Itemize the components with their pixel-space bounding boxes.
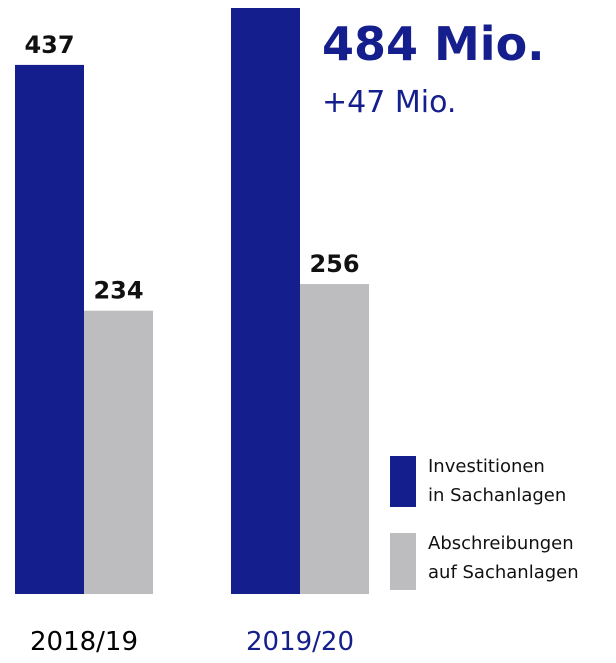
bar: [300, 284, 369, 594]
data-label: 256: [309, 250, 359, 278]
legend-swatch: [390, 456, 416, 507]
annotation: +47 Mio.: [322, 85, 456, 120]
legend-label: Abschreibungen auf Sachanlagen: [428, 533, 579, 583]
bar: [231, 8, 300, 594]
headline-value: 484 Mio.: [322, 17, 545, 71]
bar: [84, 310, 153, 594]
x-tick-label: 2019/20: [246, 627, 354, 657]
legend-label: Investitionen in Sachanlagen: [428, 456, 567, 506]
legend-swatch: [390, 533, 416, 590]
data-label: 234: [93, 277, 143, 305]
bar: [15, 64, 84, 594]
x-tick-label: 2018/19: [30, 627, 138, 657]
data-label: 437: [24, 31, 74, 59]
